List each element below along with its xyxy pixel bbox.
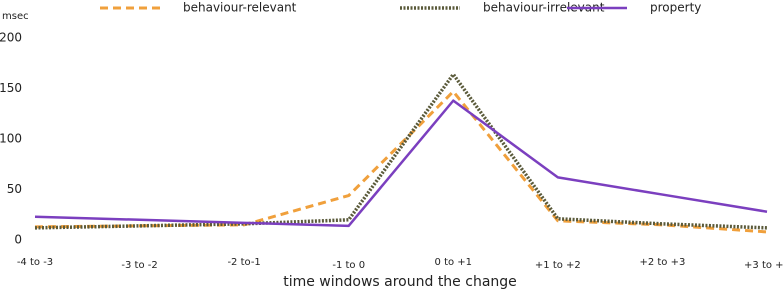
y-tick-label: 200 — [0, 31, 22, 45]
x-tick-label: +3 to +4 — [744, 260, 784, 271]
x-tick-label: -1 to 0 — [332, 260, 365, 271]
series-line — [34, 99, 768, 228]
x-tick-label: -2 to-1 — [227, 257, 260, 268]
x-tick-label: +2 to +3 — [639, 257, 685, 268]
y-tick-label: 100 — [0, 132, 22, 146]
y-tick-label: 0 — [14, 233, 22, 247]
series-line — [34, 90, 768, 234]
x-tick-label: +1 to +2 — [535, 260, 581, 271]
series-line — [34, 72, 768, 230]
y-axis-label: msec — [2, 11, 29, 22]
x-tick-label: 0 to +1 — [435, 257, 473, 268]
x-axis-label: time windows around the change — [283, 274, 517, 290]
legend-label: behaviour-relevant — [183, 1, 297, 15]
x-tick-label: -3 to -2 — [121, 260, 157, 271]
x-tick-label: -4 to -3 — [17, 257, 53, 268]
legend-label: property — [650, 1, 701, 15]
y-tick-label: 150 — [0, 81, 22, 95]
y-tick-label: 50 — [7, 182, 22, 196]
legend-label: behaviour-irrelevant — [483, 1, 605, 15]
